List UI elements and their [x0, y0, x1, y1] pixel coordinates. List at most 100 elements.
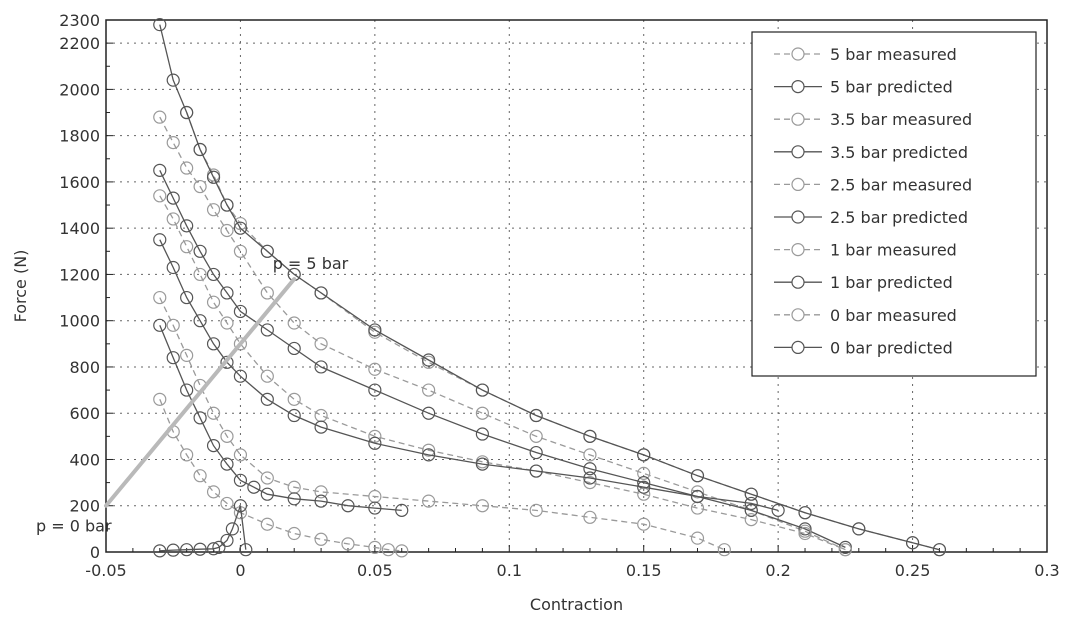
data-point: [193, 542, 207, 556]
data-point: [287, 316, 301, 330]
data-point: [233, 244, 248, 258]
data-point: [690, 531, 705, 545]
series-line: [159, 297, 725, 551]
data-point: [583, 462, 597, 476]
data-point: [583, 476, 597, 490]
data-point: [422, 406, 436, 420]
data-point: [166, 135, 180, 150]
data-point: [233, 448, 248, 462]
data-point: [314, 420, 328, 434]
legend-marker: [791, 47, 805, 61]
legend-marker: [791, 308, 805, 322]
legend-item: 2.5 bar predicted: [774, 208, 968, 227]
legend-label: 3.5 bar measured: [830, 110, 972, 129]
data-point: [314, 337, 328, 351]
series-3-5-bar-measured: [153, 110, 852, 557]
data-point: [239, 543, 253, 557]
legend-label: 0 bar predicted: [830, 338, 953, 357]
data-point: [193, 267, 207, 282]
data-point: [744, 487, 758, 501]
data-point: [220, 457, 234, 471]
legend-marker: [791, 79, 805, 94]
data-point: [368, 362, 382, 376]
data-point: [287, 492, 301, 506]
data-point: [233, 337, 248, 351]
y-tick-label: 1600: [59, 173, 100, 192]
data-point: [475, 499, 489, 513]
y-tick-label: 2300: [59, 11, 100, 30]
legend-marker: [791, 145, 805, 159]
data-point: [260, 517, 274, 531]
y-tick-label: 800: [69, 358, 100, 377]
data-point: [381, 543, 395, 557]
legend-marker: [791, 340, 805, 354]
data-point: [206, 439, 221, 453]
data-point: [206, 542, 221, 556]
data-point: [838, 543, 852, 557]
data-point: [422, 353, 436, 367]
y-tick-label: 2200: [59, 34, 100, 53]
data-point: [852, 522, 866, 536]
y-tick-label: 400: [69, 450, 100, 469]
x-tick-label: 0.15: [626, 561, 662, 580]
y-axis-label: Force (N): [11, 250, 30, 323]
data-point: [180, 383, 194, 397]
data-point: [166, 73, 180, 87]
annotation-p-5-bar: p = 5 bar: [273, 254, 349, 273]
data-point: [905, 536, 920, 550]
legend-marker: [791, 112, 805, 126]
data-point: [206, 337, 221, 351]
data-point: [153, 110, 167, 124]
data-point: [260, 286, 274, 300]
data-point: [341, 499, 355, 513]
data-point: [341, 537, 355, 551]
data-point: [180, 240, 194, 254]
series-line: [159, 325, 402, 512]
series-5-bar-predicted: [153, 18, 947, 557]
data-point: [180, 105, 194, 120]
data-point: [193, 142, 207, 157]
series-line: [159, 24, 940, 551]
data-point: [153, 392, 167, 406]
series-group: [153, 18, 947, 558]
data-point: [233, 216, 248, 231]
x-tick-label: -0.05: [85, 561, 126, 580]
data-point: [233, 473, 248, 487]
data-point: [180, 219, 194, 233]
legend-item: 5 bar measured: [774, 45, 957, 64]
y-tick-label: 2000: [59, 80, 100, 99]
data-point: [206, 295, 221, 309]
data-point: [212, 540, 226, 554]
data-point: [180, 448, 194, 462]
data-point: [260, 471, 274, 485]
legend-label: 1 bar predicted: [830, 273, 953, 292]
data-point: [690, 489, 705, 504]
data-point: [368, 436, 382, 450]
data-point: [153, 318, 167, 332]
legend-marker: [791, 275, 805, 289]
data-point: [193, 179, 207, 194]
data-point: [314, 360, 328, 374]
plot-frame: [105, 19, 1048, 553]
legend-item: 5 bar predicted: [774, 78, 953, 97]
y-tick-label: 200: [69, 497, 100, 516]
series-line: [159, 116, 846, 551]
data-point: [247, 480, 261, 494]
data-point: [287, 392, 301, 406]
legend-label: 2.5 bar predicted: [830, 208, 968, 227]
data-point: [637, 487, 651, 501]
data-point: [529, 503, 543, 517]
data-point: [260, 392, 274, 406]
data-point: [771, 503, 785, 517]
data-point: [233, 369, 248, 383]
x-tick-label: 0.25: [895, 561, 931, 580]
y-axis-ticks: 0 200 400 600 800 1000 1200 1400 1600 1800 2000 220…: [59, 11, 113, 562]
series-line: [159, 239, 779, 512]
data-point: [180, 290, 194, 305]
y-tick-label: 1800: [59, 127, 100, 146]
data-point: [260, 369, 274, 383]
data-point: [206, 485, 221, 499]
y-tick-label: 1000: [59, 312, 100, 331]
data-point: [690, 501, 705, 515]
data-point: [637, 517, 651, 531]
